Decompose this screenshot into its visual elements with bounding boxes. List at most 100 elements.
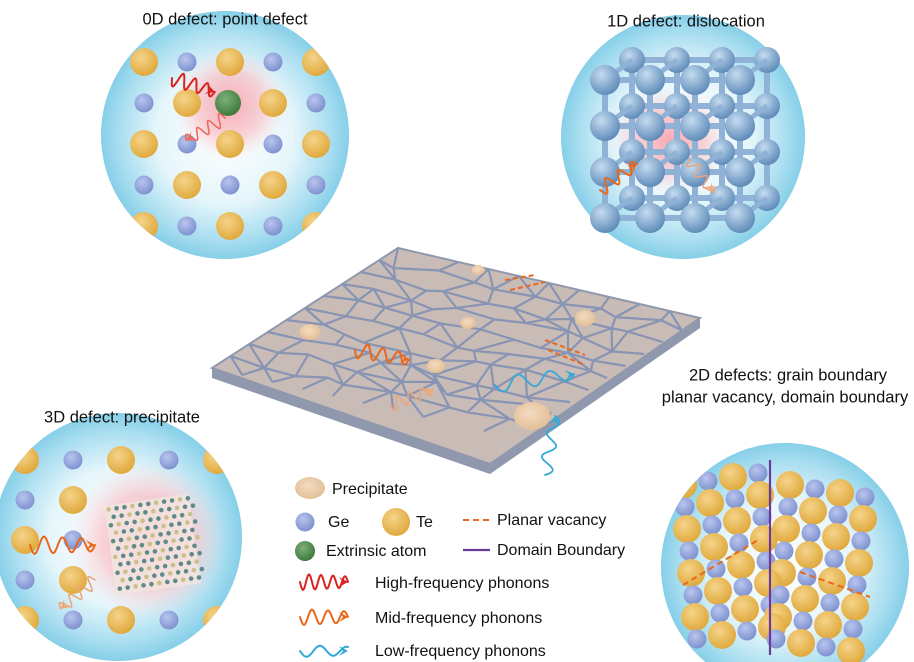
panel-title: 3D defect: precipitate bbox=[44, 408, 200, 426]
lattice-dot bbox=[173, 554, 179, 559]
lattice-atom bbox=[725, 157, 755, 187]
ge-atom bbox=[778, 497, 798, 517]
dislocation-panel bbox=[561, 15, 805, 259]
lattice-dot bbox=[157, 556, 163, 562]
phonon-arrow bbox=[339, 577, 348, 587]
lattice-dot bbox=[197, 550, 202, 556]
lattice-dot bbox=[170, 562, 176, 568]
te-atom bbox=[382, 508, 410, 536]
te-atom bbox=[130, 212, 158, 240]
te-atom bbox=[826, 479, 854, 507]
lattice-dot bbox=[165, 555, 171, 560]
lattice-dot bbox=[194, 559, 200, 564]
te-atom bbox=[677, 559, 705, 587]
lattice-dot bbox=[144, 574, 149, 580]
polycrystal-slab bbox=[209, 246, 703, 476]
ge-atom bbox=[177, 216, 197, 236]
ge-atom bbox=[805, 479, 825, 499]
lattice-dot bbox=[113, 554, 118, 560]
lattice-atom bbox=[680, 203, 710, 233]
te-atom bbox=[302, 48, 330, 76]
precipitate bbox=[513, 402, 551, 430]
lattice-dot bbox=[192, 543, 197, 549]
lattice-dot bbox=[118, 537, 124, 543]
te-atom bbox=[708, 621, 736, 649]
te-atom bbox=[216, 212, 244, 240]
ge-atom bbox=[702, 515, 722, 535]
ge-atom bbox=[675, 497, 695, 517]
ge-atom bbox=[263, 134, 283, 154]
te-atom bbox=[107, 606, 135, 634]
lattice-dot bbox=[149, 557, 155, 563]
te-atom bbox=[822, 523, 850, 551]
lattice-dot bbox=[176, 545, 182, 551]
lattice-dot bbox=[118, 562, 123, 567]
planar-vacancy bbox=[682, 539, 759, 586]
lattice-dot bbox=[133, 584, 138, 589]
ge-atom bbox=[295, 512, 315, 532]
ge-atom bbox=[752, 507, 772, 527]
lattice-dot bbox=[157, 580, 162, 586]
precipitate-panel bbox=[0, 413, 242, 661]
lattice-dot bbox=[119, 513, 124, 518]
lattice-dot bbox=[120, 553, 126, 559]
ge-atom bbox=[220, 175, 240, 195]
ge-atom bbox=[15, 570, 35, 590]
lattice-dot bbox=[136, 575, 141, 581]
lattice-dot bbox=[139, 567, 144, 572]
lattice-dot bbox=[126, 560, 131, 566]
te-atom bbox=[772, 515, 800, 543]
ge-atom bbox=[263, 216, 283, 236]
legend-label: Te bbox=[416, 514, 433, 531]
phonon-wave bbox=[170, 72, 216, 98]
lattice-dot bbox=[183, 568, 189, 574]
te-atom bbox=[841, 593, 869, 621]
ge-atom bbox=[306, 175, 326, 195]
lattice-dot bbox=[117, 586, 123, 591]
lattice-dot bbox=[141, 582, 146, 588]
lattice-dot bbox=[187, 511, 193, 517]
lattice-dot bbox=[132, 519, 137, 525]
te-atom bbox=[731, 595, 759, 623]
ge-atom bbox=[15, 490, 35, 510]
te-atom bbox=[727, 551, 755, 579]
lattice-dot bbox=[171, 514, 177, 519]
te-atom bbox=[59, 566, 87, 594]
lattice-dot bbox=[181, 553, 187, 558]
lattice-atom bbox=[725, 65, 755, 95]
lattice-dot bbox=[164, 515, 169, 520]
te-atom bbox=[681, 603, 709, 631]
lattice-dot bbox=[165, 579, 170, 585]
ge-atom bbox=[725, 489, 745, 509]
lattice-dot bbox=[149, 581, 154, 587]
lattice-dot bbox=[125, 585, 131, 590]
lattice-dot bbox=[159, 572, 165, 577]
legend-label: High-frequency phonons bbox=[375, 575, 549, 592]
te-atom bbox=[11, 526, 39, 554]
te-atom bbox=[704, 577, 732, 605]
lattice-dot bbox=[146, 566, 152, 571]
lattice-dot bbox=[191, 567, 197, 573]
lattice-dot bbox=[136, 551, 142, 556]
lattice-dot bbox=[161, 523, 166, 529]
lattice-dot bbox=[153, 524, 158, 530]
lattice-dot bbox=[139, 542, 145, 548]
ge-atom bbox=[134, 93, 154, 113]
lattice-dot bbox=[113, 530, 119, 535]
te-atom bbox=[173, 171, 201, 199]
te-atom bbox=[216, 48, 244, 76]
ge-atom bbox=[824, 549, 844, 569]
ge-atom bbox=[706, 559, 726, 579]
ge-atom bbox=[855, 487, 875, 507]
legend-label: Ge bbox=[328, 514, 349, 531]
lattice-dot bbox=[115, 546, 121, 551]
te-atom bbox=[750, 525, 778, 553]
phonon-wave bbox=[184, 112, 226, 142]
planar-vacancy bbox=[504, 274, 536, 281]
te-atom bbox=[216, 130, 244, 158]
lattice-dot bbox=[145, 501, 151, 507]
phonon-wave bbox=[29, 535, 96, 555]
te-atom bbox=[723, 507, 751, 535]
te-atom bbox=[130, 130, 158, 158]
